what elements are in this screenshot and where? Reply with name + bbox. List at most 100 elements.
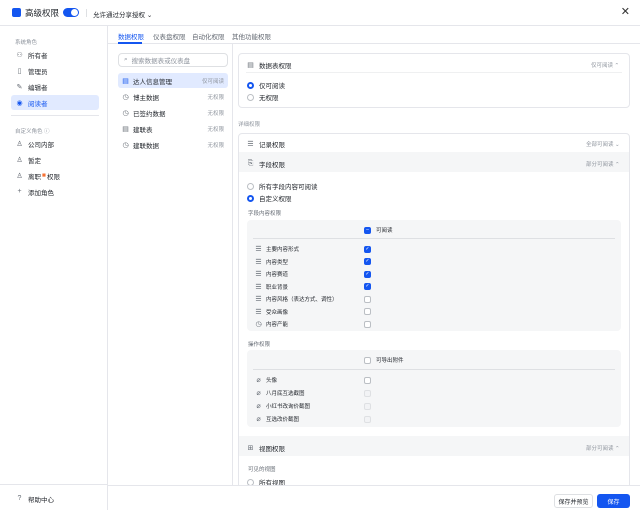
sidebar-item-company[interactable]: ♙ 公司内部 <box>11 136 99 151</box>
list-icon: ☰ <box>255 258 262 266</box>
label: 自定义权限 <box>259 196 292 203</box>
view-permission-row[interactable] <box>239 436 629 456</box>
record-permission-header[interactable]: ☰ 记录权限 <box>247 139 285 149</box>
value: 部分可阅读 <box>586 162 614 168</box>
table-permission-card <box>238 53 630 108</box>
radio-read-only[interactable]: 仅可阅读 <box>247 80 285 90</box>
export-checkbox[interactable] <box>364 376 371 384</box>
tab-data[interactable]: 数据权限 <box>118 34 144 41</box>
visible-views-label: 可见的视图 <box>248 467 276 473</box>
list-icon: ☰ <box>255 271 262 278</box>
sidebar-item-tentative[interactable]: ♙ 暂定 <box>11 152 99 167</box>
field-permission-header[interactable]: ⎘ 字段权限 <box>247 159 285 169</box>
search-input[interactable]: ⌕ 搜索数据表或仪表盘 <box>118 53 228 67</box>
field-permission-row[interactable] <box>239 152 629 172</box>
label: 仅可阅读 <box>259 83 285 90</box>
field-row: ☰ 职业背景 <box>255 283 288 291</box>
divider <box>86 9 87 17</box>
help-center-link[interactable]: ? 帮助中心 <box>11 491 99 506</box>
sidebar-item-admin[interactable]: ▯ 管理员 <box>11 63 99 78</box>
share-option-dropdown[interactable]: 允许通过分享授权 ⌄ <box>93 9 152 19</box>
view-permission-header[interactable]: ⊞ 视图权限 <box>247 443 285 453</box>
label: 已签约数据 <box>133 110 166 118</box>
radio-custom[interactable]: 自定义权限 <box>247 193 292 203</box>
list-item[interactable]: ▤ 达人信息管理 仅可阅读 <box>118 73 228 88</box>
user-icon: ♙ <box>16 140 23 148</box>
chevron-up-icon[interactable]: ⌃ <box>615 446 620 452</box>
attachment-row: ⌀ 互选改价截图 <box>255 415 299 423</box>
table-icon: ▤ <box>247 62 254 69</box>
footer <box>108 485 640 510</box>
header <box>0 0 640 26</box>
plus-icon: + <box>17 188 22 195</box>
label: 帮助中心 <box>28 496 54 504</box>
save-and-preview-button[interactable]: 保存并预览 <box>554 494 593 508</box>
field-read-checkbox[interactable]: ✓ <box>364 270 371 278</box>
save-button[interactable]: 保存 <box>597 494 630 508</box>
chevron-up-icon[interactable]: ⌃ <box>614 63 620 69</box>
label: 无权限 <box>259 95 279 102</box>
edit-icon: ✎ <box>16 83 23 91</box>
sidebar-item-owner[interactable]: ⚇ 所有者 <box>11 47 99 62</box>
operation-box <box>247 350 621 427</box>
add-role-button[interactable]: + 添加角色 <box>11 184 99 199</box>
list-icon: ☰ <box>255 296 262 303</box>
attachment-row: ⌀ 八月底互选截图 <box>255 389 304 397</box>
label: 可阅读 <box>376 228 393 234</box>
field-read-checkbox[interactable]: ✓ <box>364 283 371 290</box>
field-read-checkbox[interactable]: ✓ <box>364 258 371 265</box>
chevron-down-icon[interactable]: ⌄ <box>615 142 620 148</box>
field-name: 内容类型 <box>266 259 289 266</box>
table-permission-value: 仅可阅读 ⌃ <box>591 61 619 69</box>
info-icon[interactable]: ⓘ <box>44 129 50 135</box>
sidebar-item-resigned[interactable]: ♙ 离职 ■ 权限 <box>11 168 99 183</box>
field-row: ☰ 内容风格（表达方式、调性） <box>255 295 337 303</box>
field-icon: ⎘ <box>247 160 254 167</box>
radio-no-permission[interactable]: 无权限 <box>247 92 279 102</box>
perm: 无权限 <box>207 94 224 101</box>
list-item[interactable]: ◷ 建联数据 无权限 <box>118 137 228 152</box>
label: 添加角色 <box>28 189 54 197</box>
paperclip-icon: ⌀ <box>256 377 261 384</box>
export-checkbox <box>364 389 371 397</box>
list-icon: ☰ <box>255 308 262 316</box>
attachment-row: ⌀ 头像 <box>255 376 277 384</box>
field-read-checkbox[interactable] <box>364 295 371 303</box>
field-name: 内容产能 <box>266 322 289 328</box>
list-icon: ☰ <box>255 283 262 291</box>
label: 建联表 <box>133 126 153 134</box>
close-icon[interactable]: ✕ <box>620 6 630 18</box>
badge-icon: ■ <box>42 172 46 179</box>
label: 自定义角色 <box>15 129 43 135</box>
users-icon: ⚇ <box>16 51 23 59</box>
label: 暂定 <box>28 157 41 165</box>
clock-icon: ◷ <box>255 321 262 328</box>
sidebar-item-reader[interactable]: ◉ 阅读者 <box>11 95 99 110</box>
list-item[interactable]: ▤ 建联表 无权限 <box>118 121 228 136</box>
tab-automation[interactable]: 自动化权限 <box>192 34 225 41</box>
tab-other[interactable]: 其他功能权限 <box>232 34 271 41</box>
readable-header-checkbox[interactable]: – 可阅读 <box>364 226 393 234</box>
label: 可导出附件 <box>376 358 404 364</box>
advanced-permission-toggle[interactable] <box>63 8 79 17</box>
field-read-checkbox[interactable] <box>364 308 371 315</box>
field-name: 职业背景 <box>266 284 289 291</box>
perm: 无权限 <box>207 110 224 117</box>
export-attachment-header-checkbox[interactable]: 可导出附件 <box>364 356 404 364</box>
sidebar-item-editor[interactable]: ✎ 编辑者 <box>11 79 99 94</box>
list-item[interactable]: ◷ 已签约数据 无权限 <box>118 105 228 120</box>
radio-icon <box>247 182 254 190</box>
chevron-up-icon[interactable]: ⌃ <box>615 162 620 168</box>
table-permission-header[interactable]: ▤ 数据表权限 <box>247 60 291 70</box>
field-read-checkbox[interactable] <box>364 320 371 328</box>
user-icon: ♙ <box>16 172 23 180</box>
label: 博主数据 <box>133 94 159 102</box>
field-read-checkbox[interactable]: ✓ <box>364 245 371 253</box>
field-name: 主要内容形式 <box>266 247 300 253</box>
table-icon: ▤ <box>122 77 129 85</box>
radio-all-fields[interactable]: 所有字段内容可阅读 <box>247 181 318 191</box>
operation-permission-label: 操作权限 <box>248 342 271 348</box>
tab-dashboard[interactable]: 仪表盘权限 <box>153 34 186 41</box>
list-item[interactable]: ◷ 博主数据 无权限 <box>118 89 228 104</box>
label: 记录权限 <box>259 142 285 149</box>
